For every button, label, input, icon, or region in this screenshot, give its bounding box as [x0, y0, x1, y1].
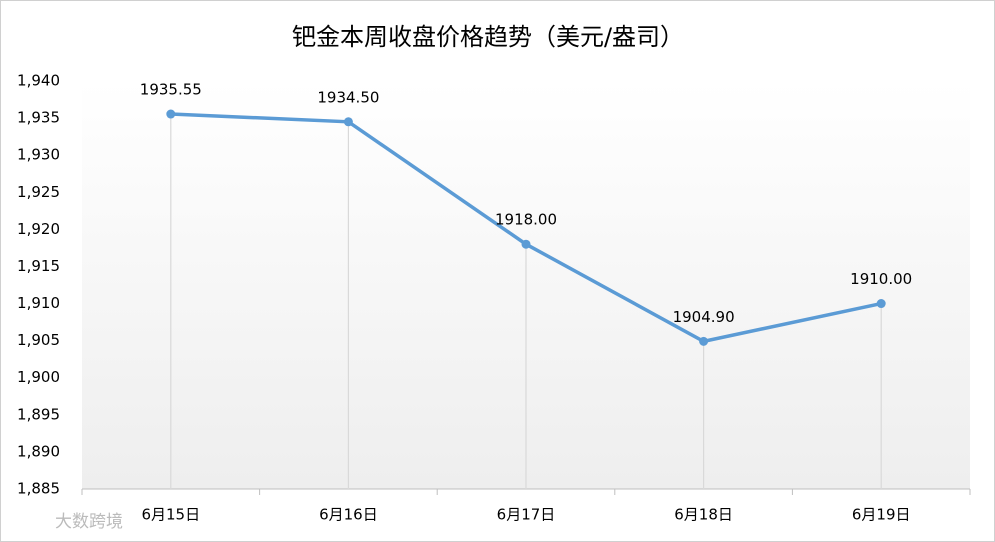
point [876, 299, 886, 309]
y-tick-label: 1,885 [17, 480, 60, 498]
y-tick-label: 1,910 [17, 294, 60, 312]
y-tick-label: 1,925 [17, 183, 60, 201]
data-label: 1918.00 [495, 211, 557, 229]
y-tick-label: 1,930 [17, 146, 60, 164]
x-tick-label: 6月19日 [852, 506, 911, 524]
data-label: 1935.55 [140, 81, 202, 99]
y-tick-label: 1,895 [17, 405, 60, 423]
point [343, 117, 353, 127]
watermark: 大数跨境 [55, 512, 123, 532]
y-tick-label: 1,890 [17, 442, 60, 460]
chart-title: 钯金本周收盘价格趋势（美元/盎司） [292, 23, 684, 51]
y-tick-label: 1,940 [17, 72, 60, 90]
y-tick-label: 1,920 [17, 220, 60, 238]
point [166, 109, 176, 119]
y-tick-label: 1,935 [17, 109, 60, 127]
point [521, 239, 531, 249]
x-tick-label: 6月15日 [141, 506, 200, 524]
y-tick-label: 1,905 [17, 331, 60, 349]
data-label: 1910.00 [850, 270, 912, 288]
x-tick-label: 6月16日 [319, 506, 378, 524]
y-tick-label: 1,900 [17, 368, 60, 386]
point [699, 336, 709, 346]
y-tick-label: 1,915 [17, 257, 60, 275]
data-label: 1934.50 [317, 88, 379, 106]
x-tick-label: 6月18日 [674, 506, 733, 524]
x-tick-label: 6月17日 [497, 506, 556, 524]
data-label: 1904.90 [673, 308, 735, 326]
